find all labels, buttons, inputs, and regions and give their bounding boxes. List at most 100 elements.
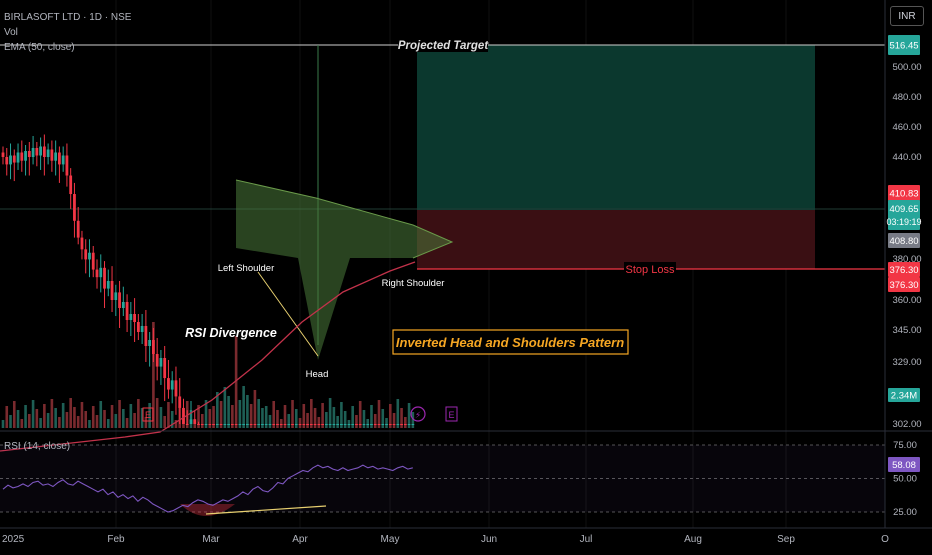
time-tick-label: 2025 xyxy=(2,534,25,545)
volume-bar xyxy=(35,409,39,428)
price-label-value: 408.80 xyxy=(889,236,918,247)
candle-body xyxy=(193,419,197,424)
volume-bar xyxy=(392,413,396,428)
volume-bar xyxy=(321,403,324,428)
volume-bar xyxy=(137,399,140,428)
volume-bar xyxy=(106,419,110,428)
time-tick-label: O xyxy=(881,534,889,545)
candle-body xyxy=(39,146,42,156)
volume-bar xyxy=(366,419,370,428)
volume-bar xyxy=(381,409,385,428)
candle-body xyxy=(133,314,136,322)
volume-bar xyxy=(46,413,50,428)
candle-body xyxy=(298,424,302,425)
volume-bar xyxy=(91,406,95,428)
candle-body xyxy=(373,424,377,425)
candle-body xyxy=(407,424,411,425)
price-tick-label: 380.00 xyxy=(892,254,921,265)
pattern-shape xyxy=(236,180,452,360)
volume-bar xyxy=(1,420,5,428)
pattern-label: Inverted Head and Shoulders Pattern xyxy=(396,335,624,350)
price-label-countdown: 03:19:19 xyxy=(886,217,921,227)
currency-button[interactable]: INR xyxy=(890,6,924,26)
candle-body xyxy=(95,269,99,278)
candle-body xyxy=(61,155,65,165)
earnings-marker xyxy=(142,407,154,422)
candle-body xyxy=(321,424,324,425)
volume-bar xyxy=(76,416,80,428)
candle-body xyxy=(31,148,35,157)
candle-body xyxy=(362,424,366,425)
candle-body xyxy=(99,267,103,278)
volume-bar xyxy=(227,396,230,428)
volume-bar xyxy=(16,410,20,428)
candle-body xyxy=(12,155,16,163)
volume-legend[interactable]: Vol xyxy=(4,27,18,38)
time-tick-label: Jun xyxy=(481,534,497,545)
volume-bar xyxy=(336,416,339,428)
candle-body xyxy=(377,424,381,425)
stop-loss-label: Stop Loss xyxy=(626,264,675,276)
stop-loss-bg xyxy=(624,262,676,276)
volume-bar xyxy=(404,417,407,428)
price-tick-label: 440.00 xyxy=(892,152,921,163)
candle-body xyxy=(148,340,152,346)
candle-body xyxy=(35,148,39,156)
volume-bar xyxy=(272,401,276,428)
candle-body xyxy=(385,424,388,425)
candle-body xyxy=(1,152,5,157)
target-zone xyxy=(417,45,815,210)
price-label-value: 376.30 xyxy=(889,265,918,276)
earnings-marker-future xyxy=(445,406,458,422)
volume-bar xyxy=(411,412,415,428)
candle-body xyxy=(163,358,167,379)
candle-body xyxy=(227,424,230,425)
volume-bar xyxy=(362,410,366,428)
volume-bar xyxy=(80,402,84,428)
rsi-legend[interactable]: RSI (14, close) xyxy=(4,441,71,452)
candle-body xyxy=(257,424,261,425)
volume-bar xyxy=(216,392,219,428)
candle-body xyxy=(140,326,144,332)
rsi-band xyxy=(0,445,885,512)
candle-body xyxy=(69,175,73,195)
price-tick-label: 460.00 xyxy=(892,122,921,133)
candle-body xyxy=(238,424,242,425)
volume-bar xyxy=(148,403,151,428)
volume-bar xyxy=(12,401,16,428)
symbol-legend[interactable]: BIRLASOFT LTD · 1D · NSE xyxy=(4,12,132,23)
volume-bar xyxy=(238,400,242,428)
candle-body xyxy=(155,354,159,367)
rsi-tick-label: 50.00 xyxy=(893,474,917,485)
volume-bar xyxy=(306,413,309,428)
candle-body xyxy=(46,149,50,157)
ema-legend[interactable]: EMA (50, close) xyxy=(4,42,75,53)
candle-body xyxy=(291,424,294,425)
candle-body xyxy=(167,378,170,390)
price-label-value: 409.65 xyxy=(889,204,918,215)
volume-bar xyxy=(219,401,223,428)
volume-bar xyxy=(276,410,279,428)
volume-bar xyxy=(20,419,24,428)
volume-bar xyxy=(351,406,354,428)
volume-bar xyxy=(197,405,200,428)
volume-bar xyxy=(58,417,61,428)
candle-body xyxy=(121,302,125,308)
time-tick-label: May xyxy=(381,534,400,545)
volume-bar xyxy=(167,402,170,428)
candle-body xyxy=(110,280,114,300)
price-tick-label: 360.00 xyxy=(892,295,921,306)
time-tick-label: Aug xyxy=(684,534,702,545)
volume-bar xyxy=(332,407,336,428)
volume-bar xyxy=(208,409,212,428)
candle-body xyxy=(336,424,340,425)
volume-bar xyxy=(407,403,411,428)
volume-bar xyxy=(388,404,392,428)
volume-bar xyxy=(370,405,373,428)
candle-body xyxy=(272,424,276,425)
price-label-box xyxy=(888,262,920,277)
candle-body xyxy=(400,424,403,425)
time-tick-label: Feb xyxy=(107,534,125,545)
candle-body xyxy=(306,424,309,425)
